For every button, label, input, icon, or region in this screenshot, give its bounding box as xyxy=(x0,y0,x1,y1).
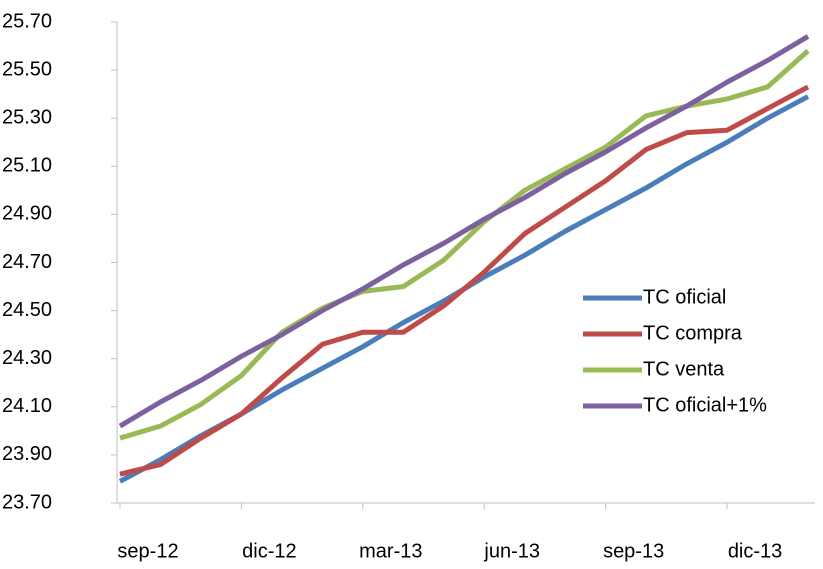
y-tick-label: 23.70 xyxy=(2,491,52,513)
y-tick-label: 24.30 xyxy=(2,347,52,369)
x-tick-label: sep-13 xyxy=(603,540,664,562)
legend-label: TC oficial xyxy=(643,286,726,308)
y-tick-label: 25.50 xyxy=(2,58,52,80)
series-line xyxy=(119,84,810,477)
series-line xyxy=(118,34,810,429)
x-tick-label: sep-12 xyxy=(117,540,178,562)
x-tick-label: mar-13 xyxy=(359,540,422,562)
y-tick-label: 24.70 xyxy=(2,251,52,273)
y-tick-label: 24.90 xyxy=(2,203,52,225)
x-tick-label: dic-13 xyxy=(728,540,782,562)
y-tick-label: 23.90 xyxy=(2,443,52,465)
legend-label: TC compra xyxy=(643,322,743,344)
y-tick-label: 25.10 xyxy=(2,155,52,177)
legend-label: TC oficial+1% xyxy=(643,394,767,416)
y-tick-label: 25.70 xyxy=(2,10,52,32)
x-tick-label: dic-12 xyxy=(242,540,296,562)
x-tick-label: jun-13 xyxy=(483,540,540,562)
y-tick-label: 25.30 xyxy=(2,106,52,128)
legend-label: TC venta xyxy=(643,358,725,380)
y-tick-label: 24.50 xyxy=(2,299,52,321)
y-tick-label: 24.10 xyxy=(2,395,52,417)
